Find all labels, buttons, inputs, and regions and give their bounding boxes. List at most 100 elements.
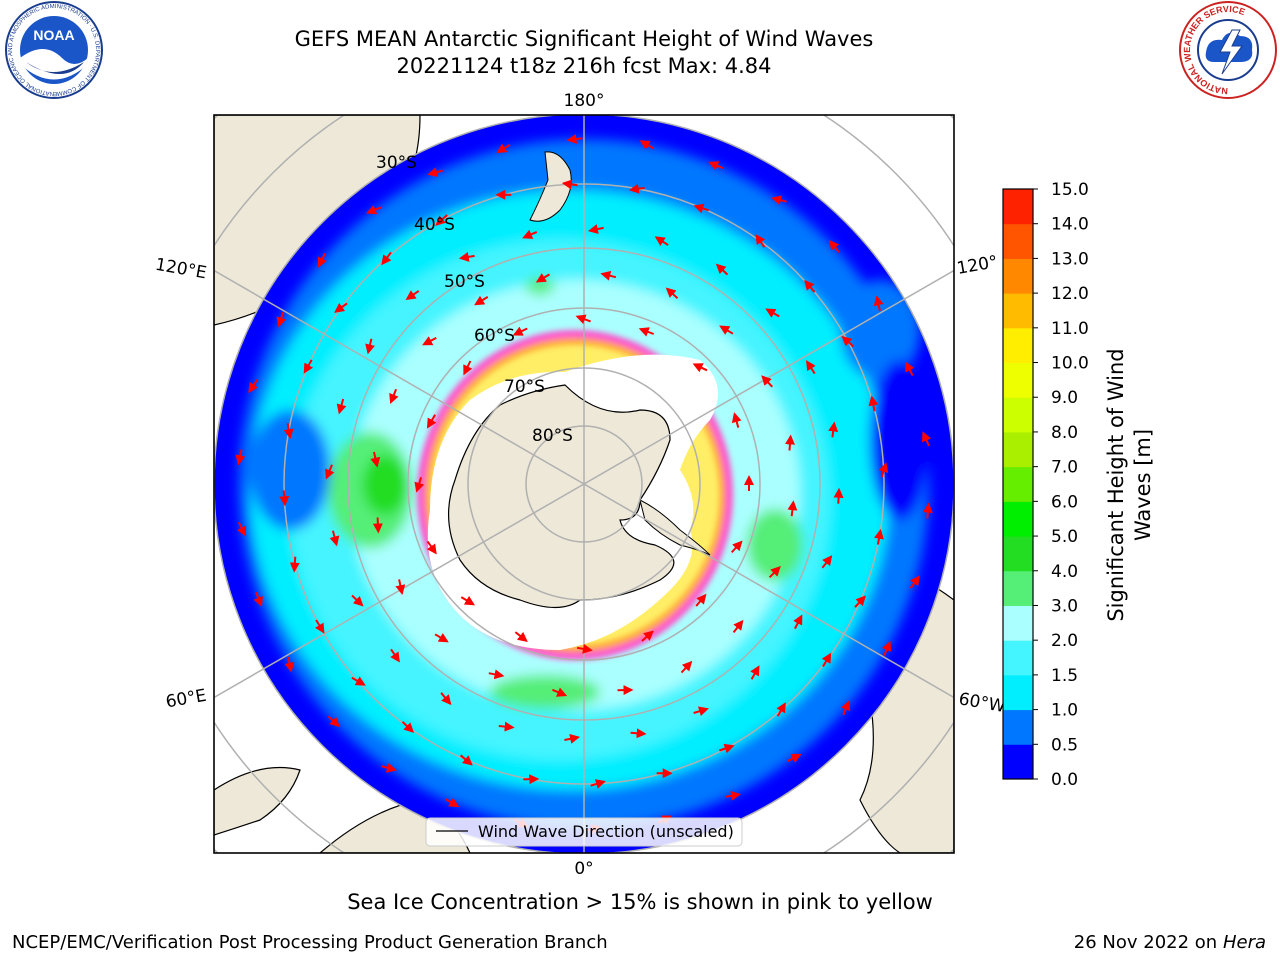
wave-direction-arrow	[444, 797, 460, 808]
wave-direction-arrow	[422, 336, 437, 346]
colorbar-tick-label: 14.0	[1051, 215, 1089, 235]
wave-direction-arrow	[755, 233, 766, 248]
wave-direction-arrow	[921, 431, 932, 447]
wave-direction-arrow	[365, 338, 375, 355]
wave-direction-arrow	[833, 487, 844, 504]
wave-direction-arrow	[327, 715, 340, 728]
colorbar-tick-label: 7.0	[1051, 458, 1078, 478]
colorbar-bin	[1003, 570, 1033, 606]
wave-direction-arrow	[434, 633, 449, 643]
wave-direction-arrow	[821, 555, 833, 569]
wave-direction-arrow	[566, 134, 583, 144]
wave-direction-arrow	[389, 388, 399, 405]
colorbar-bin	[1003, 466, 1033, 502]
colorbar-bin	[1003, 674, 1033, 711]
wave-direction-arrow	[922, 502, 933, 519]
wave-direction-arrow	[730, 540, 743, 553]
wave-direction-arrow	[654, 236, 669, 246]
colorbar-tick-label: 5.0	[1051, 527, 1078, 547]
wave-direction-arrow	[786, 753, 802, 763]
footer-credit: NCEP/EMC/Verification Post Processing Pr…	[12, 932, 608, 953]
wave-direction-arrow	[630, 728, 647, 739]
wave-direction-arrow	[366, 204, 382, 215]
colorbar-tick-label: 1.5	[1051, 666, 1078, 686]
wave-direction-arrow	[909, 575, 920, 589]
colorbar-frame	[1002, 188, 1034, 780]
wave-direction-arrow	[496, 143, 511, 154]
colorbar-tick-label: 11.0	[1051, 319, 1089, 339]
wave-direction-arrow	[881, 640, 892, 656]
wave-direction-arrow	[821, 652, 832, 668]
lon-label-0: 0°	[574, 859, 593, 879]
wave-direction-arrow	[426, 540, 437, 555]
colorbar-tick-label: 2.0	[1051, 631, 1078, 651]
colorbar-tick-label: 12.0	[1051, 284, 1089, 304]
wave-direction-arrow	[787, 500, 798, 517]
wave-direction-arrow	[564, 733, 581, 744]
lon-label-60w: 60°W	[957, 689, 1007, 717]
wave-direction-arrow	[732, 619, 744, 634]
wave-direction-arrow	[381, 251, 392, 266]
wave-direction-arrow	[284, 656, 295, 673]
wave-direction-arrow	[874, 528, 884, 545]
wave-direction-arrow	[283, 423, 294, 440]
wave-direction-arrow	[488, 669, 505, 680]
wave-direction-arrow	[336, 398, 347, 415]
colorbar-tick-label: 13.0	[1051, 249, 1089, 269]
wave-direction-arrow	[237, 521, 247, 537]
wave-direction-arrow	[806, 360, 816, 375]
wave-direction-arrow	[639, 140, 654, 150]
wave-direction-arrow	[784, 434, 795, 451]
wave-direction-arrow	[641, 630, 654, 642]
lat-label-70s: 70°S	[504, 377, 545, 397]
wave-direction-arrow	[575, 314, 591, 325]
colorbar-tick-label: 15.0	[1051, 180, 1089, 200]
noaa-text: NOAA	[33, 27, 74, 43]
wave-direction-arrow	[276, 311, 287, 328]
colorbar-bin	[1003, 431, 1033, 468]
colorbar: 0.0 0.5 1.0 1.5 2.0 3.0 4.0 5.0 6.0 7.0 8.0 9.0 10.0…	[1002, 180, 1089, 790]
wave-direction-arrow	[401, 721, 415, 733]
wave-direction-arrow	[905, 361, 915, 376]
wave-direction-arrow	[695, 593, 707, 607]
wave-direction-arrow	[329, 530, 340, 547]
wave-direction-arrow	[474, 295, 489, 306]
colorbar-bin	[1003, 640, 1033, 676]
wave-direction-arrow	[828, 421, 839, 438]
colorbar-tick-label: 3.0	[1051, 596, 1078, 616]
wave-direction-arrow	[840, 700, 851, 716]
wave-direction-arrow	[776, 702, 786, 717]
wave-direction-arrow	[314, 619, 325, 634]
colorbar-bin	[1003, 293, 1033, 329]
wave-direction-arrow	[458, 251, 475, 262]
colorbar-tick-label: 1.0	[1051, 701, 1078, 721]
map-title-line1: GEFS MEAN Antarctic Significant Height o…	[294, 27, 874, 51]
wave-direction-arrow	[427, 167, 443, 177]
wave-direction-arrow	[793, 614, 803, 630]
map-title-line2: 20221124 t18z 216h fcst Max: 4.84	[396, 54, 772, 78]
wave-direction-arrow	[459, 754, 473, 766]
colorbar-tick-label: 8.0	[1051, 423, 1078, 443]
wave-direction-arrow	[665, 287, 679, 299]
legend-label: Wind Wave Direction (unscaled)	[478, 822, 734, 841]
colorbar-tick-label: 4.0	[1051, 562, 1078, 582]
wave-direction-arrow	[600, 270, 617, 281]
wind-wave-arrows	[235, 134, 933, 834]
map-frame	[213, 114, 955, 854]
colorbar-tick-label: 6.0	[1051, 492, 1078, 512]
colorbar-bin	[1003, 258, 1033, 294]
colorbar-bin	[1003, 501, 1033, 537]
wave-direction-arrow	[381, 762, 397, 773]
wave-direction-arrow	[351, 676, 366, 686]
footer-date: 26 Nov 2022 on Hera	[1073, 932, 1266, 953]
wave-direction-arrow	[715, 263, 729, 276]
wave-direction-arrow	[731, 412, 742, 428]
colorbar-bin	[1003, 223, 1033, 259]
wave-direction-arrow	[248, 379, 259, 393]
wave-direction-arrow	[535, 273, 551, 283]
wave-direction-arrow	[552, 687, 568, 697]
colorbar-tick-label: 0.5	[1051, 735, 1078, 755]
wave-direction-arrow	[719, 743, 735, 754]
wave-direction-arrow	[638, 327, 655, 337]
